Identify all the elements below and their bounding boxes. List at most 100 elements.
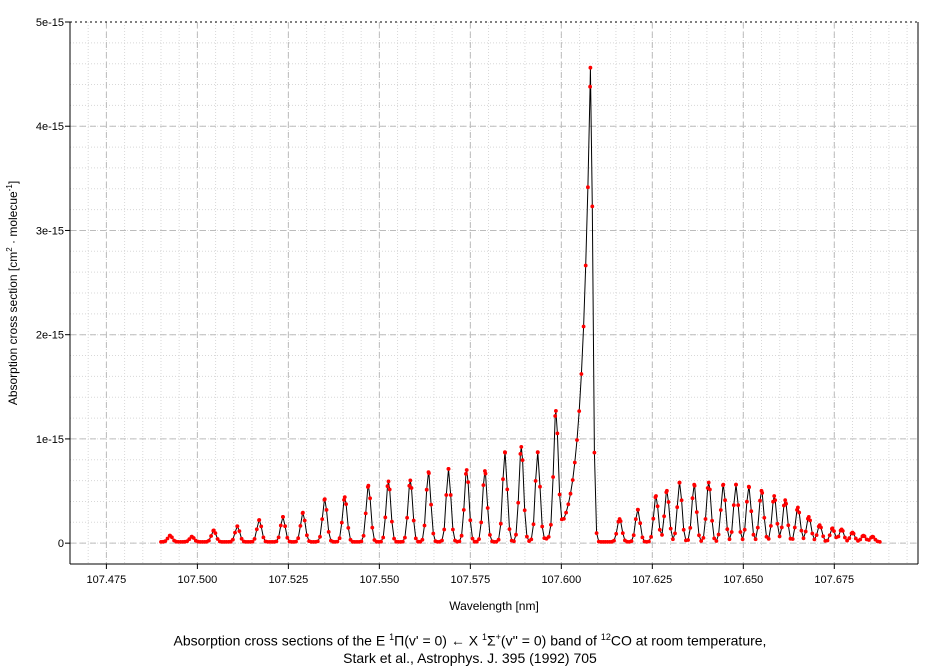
- data-point: [326, 530, 331, 534]
- data-point: [775, 521, 780, 526]
- data-point: [252, 537, 257, 541]
- data-point: [594, 531, 599, 535]
- data-point: [792, 525, 797, 530]
- data-point: [871, 535, 876, 539]
- data-point: [505, 487, 510, 492]
- data-point: [714, 539, 719, 543]
- data-point: [877, 540, 882, 544]
- data-point: [727, 537, 732, 542]
- data-point: [736, 503, 741, 507]
- x-tick-label: 107.475: [87, 574, 127, 586]
- data-point: [716, 532, 721, 537]
- data-point: [170, 535, 174, 540]
- data-point: [575, 438, 579, 442]
- x-tick-label: 107.550: [359, 574, 399, 586]
- data-point: [590, 204, 595, 209]
- data-point: [825, 538, 830, 543]
- data-point: [385, 484, 390, 489]
- data-point: [318, 534, 322, 539]
- caption-part-4: (v'' = 0) band of: [500, 632, 601, 649]
- data-point: [697, 533, 701, 538]
- data-point: [235, 524, 240, 529]
- data-point: [666, 500, 671, 504]
- data-point: [668, 526, 673, 531]
- data-point: [302, 518, 307, 523]
- data-point: [165, 536, 170, 541]
- data-point: [466, 480, 470, 484]
- data-point: [577, 409, 582, 413]
- data-point: [285, 535, 290, 540]
- data-point: [731, 503, 736, 507]
- data-point: [457, 539, 462, 544]
- y-tick-label: 1e-15: [36, 434, 64, 446]
- data-point: [344, 502, 348, 506]
- data-point: [830, 526, 835, 531]
- data-point: [586, 185, 590, 190]
- data-point: [568, 491, 573, 496]
- data-point: [618, 519, 623, 523]
- data-point: [654, 494, 658, 498]
- data-point: [386, 479, 391, 484]
- data-point: [858, 537, 863, 542]
- data-point: [381, 535, 386, 540]
- y-tick-label: 2e-15: [36, 330, 64, 342]
- data-point: [444, 493, 449, 497]
- data-point: [431, 531, 436, 536]
- data-point: [525, 534, 529, 539]
- data-point: [762, 515, 767, 520]
- data-point: [446, 467, 451, 471]
- data-point: [742, 527, 747, 532]
- data-point: [681, 527, 686, 532]
- x-tick-label: 107.675: [814, 574, 854, 586]
- data-point: [163, 539, 168, 543]
- data-point: [636, 507, 640, 512]
- data-point: [379, 539, 383, 544]
- data-point: [257, 518, 262, 522]
- y-axis-label-part-1: Absorption cross section [cm: [6, 252, 20, 405]
- data-point: [832, 529, 836, 533]
- caption-part-2: Π(v' = 0) ← X: [394, 632, 482, 649]
- data-point: [686, 538, 690, 542]
- caption-sup-3: +: [495, 632, 501, 642]
- data-point: [836, 534, 841, 539]
- data-point: [474, 539, 479, 544]
- data-point: [790, 537, 795, 541]
- data-point: [701, 536, 706, 540]
- data-point: [766, 537, 771, 541]
- data-point: [481, 483, 486, 487]
- caption-sup-1: 1: [389, 632, 395, 642]
- data-point: [688, 526, 693, 530]
- data-point: [529, 537, 534, 542]
- data-point: [638, 521, 643, 526]
- data-point: [853, 536, 858, 541]
- data-point: [239, 536, 244, 541]
- data-point: [566, 502, 571, 507]
- data-point: [442, 527, 447, 532]
- data-point: [803, 529, 808, 534]
- data-point: [851, 531, 856, 536]
- data-point: [640, 535, 645, 540]
- x-axis-ticks: 107.475 107.500 107.525 107.550 107.575 107.6…: [87, 564, 854, 586]
- caption-sup-2: 1: [481, 632, 487, 642]
- y-tick-label: 5e-15: [36, 17, 64, 29]
- data-point: [783, 498, 788, 503]
- data-point: [662, 514, 666, 519]
- data-point: [209, 534, 214, 538]
- data-point: [710, 518, 714, 523]
- data-point: [503, 450, 507, 455]
- caption-part-5: CO at room temperature,: [610, 632, 767, 649]
- data-point: [554, 409, 558, 413]
- data-point: [612, 538, 616, 543]
- data-point: [845, 538, 849, 543]
- y-axis-label-sup-2: -1: [5, 184, 14, 192]
- plot-frame: [69, 21, 919, 565]
- data-point: [620, 531, 625, 535]
- data-point: [403, 535, 407, 540]
- data-point: [298, 524, 303, 528]
- data-point: [538, 484, 542, 489]
- data-point: [518, 452, 523, 456]
- data-point: [847, 536, 852, 541]
- data-point: [784, 501, 788, 506]
- data-point: [677, 480, 682, 485]
- data-point: [718, 508, 723, 512]
